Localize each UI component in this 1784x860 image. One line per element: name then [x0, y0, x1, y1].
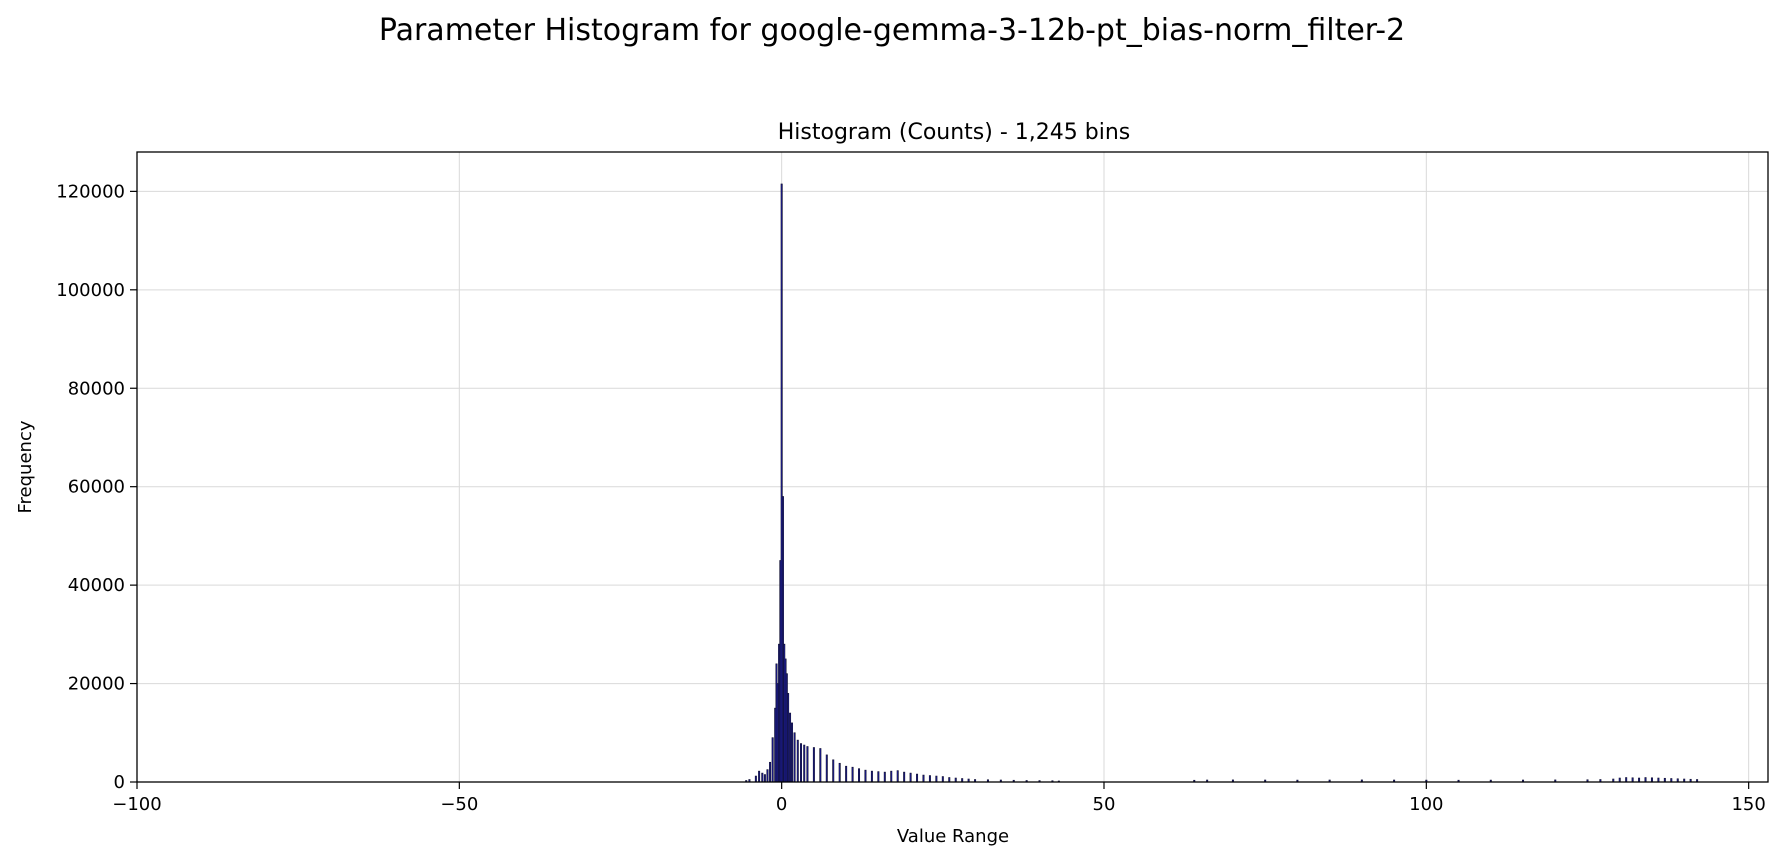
histogram-bar: [1644, 777, 1647, 783]
histogram-bar: [789, 712, 792, 783]
plot-area-frame: [136, 151, 1769, 783]
x-tick-label: 0: [776, 794, 787, 815]
x-tick-label: 150: [1731, 794, 1765, 815]
histogram-bar: [819, 748, 822, 783]
histogram-bar: [851, 766, 854, 783]
y-tick-label: 0: [114, 772, 125, 793]
x-tick-label: −50: [440, 794, 478, 815]
histogram-bar: [800, 743, 802, 783]
y-tick-label: 40000: [68, 575, 125, 596]
histogram-bar: [877, 771, 880, 783]
y-axis-label: Frequency: [15, 420, 36, 513]
y-axis-ticks: 0 20000 40000 60000 80000 100000 120000: [56, 181, 137, 793]
y-tick-label: 60000: [68, 477, 125, 498]
x-tick-label: 100: [1409, 794, 1443, 815]
histogram-bar: [896, 770, 899, 783]
y-tick-label: 20000: [68, 674, 125, 695]
histogram-bar: [870, 770, 873, 783]
histogram-bar: [890, 770, 893, 783]
histogram-bar: [769, 761, 772, 783]
histogram-bar: [758, 770, 761, 783]
histogram-bar: [845, 765, 848, 783]
histogram-bar: [948, 777, 951, 783]
x-axis-label: Value Range: [897, 826, 1009, 847]
histogram-bar: [796, 739, 799, 783]
histogram-bar: [766, 769, 769, 783]
histogram-bar: [793, 732, 796, 783]
histogram-bar: [864, 769, 867, 783]
histogram-bar: [928, 775, 931, 783]
histogram-bar: [909, 772, 912, 783]
histogram-bar: [803, 744, 806, 783]
grid-lines: [136, 152, 1768, 783]
y-tick-label: 80000: [68, 378, 125, 399]
x-tick-label: 50: [1093, 794, 1116, 815]
histogram-bar: [771, 737, 774, 783]
histogram-bar: [825, 754, 828, 783]
axes-title: Histogram (Counts) - 1,245 bins: [778, 120, 1130, 145]
histogram-bar: [883, 771, 886, 783]
histogram-bar: [838, 762, 841, 783]
histogram-bar: [754, 775, 757, 783]
x-tick-label: −100: [112, 794, 161, 815]
histogram-bar: [832, 759, 835, 783]
y-tick-label: 100000: [56, 280, 125, 301]
histogram-bar: [1625, 777, 1628, 783]
histogram-bars: [745, 183, 1699, 783]
x-axis-ticks: −100 −50 0 50 100 150: [112, 782, 1766, 815]
histogram-bar: [916, 773, 919, 783]
histogram-bar: [922, 774, 925, 783]
histogram-bar: [763, 774, 766, 783]
histogram-bar: [761, 772, 764, 783]
histogram-bar: [903, 771, 906, 783]
histogram-bar: [790, 722, 793, 783]
y-tick-label: 120000: [56, 181, 125, 202]
figure-title: Parameter Histogram for google-gemma-3-1…: [379, 13, 1405, 48]
histogram-bar: [787, 693, 790, 783]
histogram-bar: [858, 768, 861, 783]
histogram-bar: [806, 746, 809, 783]
histogram-bar: [941, 776, 944, 783]
histogram-bar: [935, 775, 938, 783]
histogram-bar: [812, 747, 815, 783]
